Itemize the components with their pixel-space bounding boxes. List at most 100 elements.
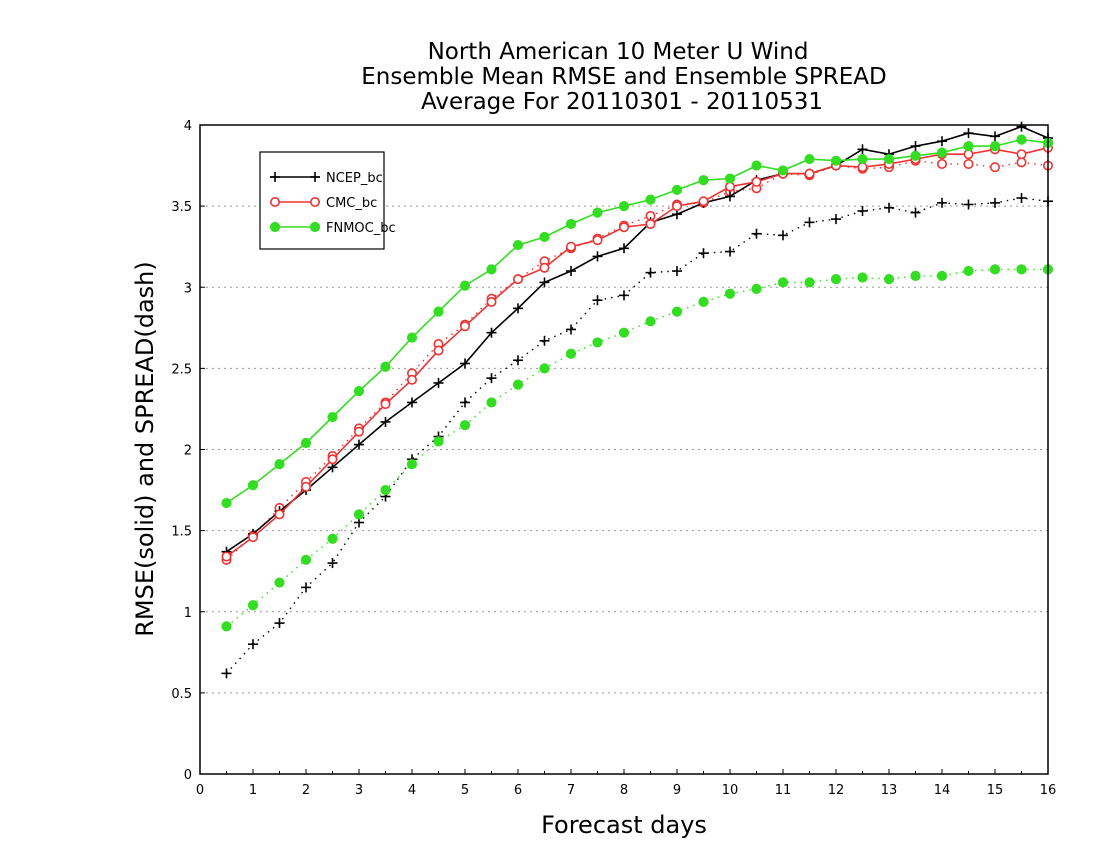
point-CMC_bc-rmse-20 [751, 176, 762, 187]
x-tick-label-11: 11 [775, 783, 792, 798]
point-CMC_bc-rmse-1 [248, 532, 259, 543]
point-FNMOC_bc-spread-14 [592, 337, 603, 348]
point-CMC_bc-rmse-14 [592, 235, 603, 246]
point-NCEP_bc-spread-28 [963, 199, 974, 210]
y-tick-label-8: 4 [184, 119, 192, 134]
point-FNMOC_bc-rmse-23 [830, 155, 842, 166]
point-CMC_bc-rmse-2 [274, 509, 285, 520]
legend-label-FNMOC_bc: FNMOC_bc [326, 221, 396, 236]
point-FNMOC_bc-rmse-12 [539, 231, 550, 243]
point-NCEP_bc-spread-3 [301, 582, 311, 593]
point-CMC_bc-rmse-12 [539, 262, 550, 273]
point-NCEP_bc-rmse-15 [619, 243, 629, 254]
point-NCEP_bc-spread-27 [937, 197, 947, 208]
point-NCEP_bc-rmse-19 [725, 191, 735, 202]
point-FNMOC_bc-spread-13 [565, 348, 577, 359]
point-CMC_bc-rmse-9 [459, 321, 470, 332]
point-FNMOC_bc-spread-7 [406, 459, 418, 470]
point-CMC_bc-rmse-22 [804, 168, 815, 179]
point-NCEP_bc-spread-9 [460, 397, 470, 408]
point-CMC_bc-rmse-30 [1016, 149, 1027, 160]
x-tick-label-7: 7 [567, 783, 575, 798]
point-FNMOC_bc-spread-26 [910, 270, 921, 281]
point-CMC_bc-rmse-0 [221, 551, 232, 562]
series-line-NCEP_bc-spread [225, 197, 1049, 674]
point-FNMOC_bc-spread-21 [777, 277, 789, 288]
point-NCEP_bc-spread-12 [539, 335, 550, 346]
point-FNMOC_bc-rmse-15 [618, 201, 630, 212]
point-NCEP_bc-spread-16 [645, 267, 656, 278]
x-tick-label-14: 14 [934, 783, 951, 798]
point-CMC_bc-rmse-13 [565, 241, 576, 252]
point-FNMOC_bc-spread-22 [804, 277, 815, 288]
point-NCEP_bc-rmse-26 [910, 141, 921, 152]
point-CMC_bc-rmse-3 [300, 481, 311, 492]
point-CMC_bc-rmse-8 [433, 345, 444, 356]
point-CMC_bc-rmse-7 [406, 374, 417, 385]
point-FNMOC_bc-spread-10 [486, 397, 497, 408]
point-NCEP_bc-spread-2 [274, 618, 285, 629]
legend-item-FNMOC_bc: FNMOC_bc [269, 221, 396, 236]
point-FNMOC_bc-spread-2 [274, 577, 285, 588]
point-FNMOC_bc-spread-25 [883, 274, 895, 285]
point-FNMOC_bc-spread-1 [247, 600, 259, 611]
point-FNMOC_bc-spread-8 [433, 436, 444, 447]
point-CMC_bc-rmse-11 [512, 274, 523, 285]
chart-title-line-3: Average For 20110301 - 20110531 [421, 89, 823, 115]
y-tick-label-0: 0 [184, 768, 192, 783]
point-NCEP_bc-spread-21 [778, 230, 788, 241]
point-FNMOC_bc-rmse-25 [883, 153, 895, 165]
point-NCEP_bc-spread-18 [698, 248, 709, 259]
point-NCEP_bc-rmse-29 [990, 131, 1000, 142]
point-NCEP_bc-spread-17 [672, 266, 682, 277]
point-FNMOC_bc-rmse-22 [804, 153, 815, 165]
point-NCEP_bc-spread-30 [1016, 193, 1027, 204]
x-tick-label-5: 5 [461, 783, 469, 798]
chart-title-line-1: North American 10 Meter U Wind [428, 39, 809, 65]
point-FNMOC_bc-spread-24 [857, 272, 868, 283]
point-NCEP_bc-spread-19 [725, 246, 735, 257]
point-FNMOC_bc-rmse-3 [300, 437, 312, 449]
point-FNMOC_bc-spread-9 [459, 420, 471, 431]
x-axis-label: Forecast days [541, 811, 707, 839]
point-CMC_bc-rmse-15 [618, 222, 629, 233]
legend-marker-right-FNMOC_bc [309, 221, 321, 233]
point-CMC_bc-rmse-10 [486, 296, 497, 307]
point-FNMOC_bc-rmse-4 [327, 411, 338, 423]
point-FNMOC_bc-rmse-8 [433, 306, 444, 317]
point-CMC_bc-spread-28 [963, 158, 974, 169]
point-FNMOC_bc-spread-5 [353, 509, 365, 520]
legend-item-CMC_bc: CMC_bc [269, 196, 377, 211]
series-line-FNMOC_bc-spread [226, 268, 1048, 627]
point-FNMOC_bc-rmse-0 [221, 497, 232, 509]
y-tick-label-4: 2 [184, 444, 192, 459]
point-CMC_bc-rmse-28 [963, 149, 974, 160]
point-NCEP_bc-spread-22 [804, 217, 815, 228]
point-NCEP_bc-rmse-28 [963, 128, 974, 139]
point-CMC_bc-spread-27 [936, 158, 947, 169]
point-NCEP_bc-spread-20 [751, 228, 762, 239]
point-CMC_bc-rmse-18 [698, 196, 709, 207]
point-NCEP_bc-rmse-13 [566, 266, 576, 277]
point-FNMOC_bc-spread-27 [936, 270, 948, 281]
point-NCEP_bc-rmse-30 [1016, 121, 1027, 132]
legend: NCEP_bc CMC_bc FNMOC_bc [259, 151, 396, 250]
x-tick-label-13: 13 [881, 783, 898, 798]
point-FNMOC_bc-spread-23 [830, 274, 842, 285]
point-NCEP_bc-rmse-5 [354, 439, 364, 450]
point-NCEP_bc-spread-24 [857, 205, 868, 216]
point-FNMOC_bc-rmse-2 [274, 459, 285, 470]
x-tick-label-3: 3 [355, 783, 363, 798]
point-FNMOC_bc-rmse-14 [592, 207, 603, 218]
point-FNMOC_bc-rmse-5 [353, 385, 365, 397]
point-FNMOC_bc-spread-6 [380, 484, 391, 496]
x-tick-label-12: 12 [828, 783, 845, 798]
point-NCEP_bc-rmse-8 [433, 377, 444, 388]
x-tick-label-10: 10 [722, 783, 739, 798]
point-NCEP_bc-spread-13 [566, 324, 576, 335]
point-FNMOC_bc-rmse-29 [989, 140, 1001, 152]
point-NCEP_bc-spread-10 [486, 373, 497, 384]
point-FNMOC_bc-spread-11 [512, 379, 524, 390]
point-FNMOC_bc-rmse-10 [486, 264, 497, 275]
point-FNMOC_bc-rmse-26 [910, 150, 921, 161]
